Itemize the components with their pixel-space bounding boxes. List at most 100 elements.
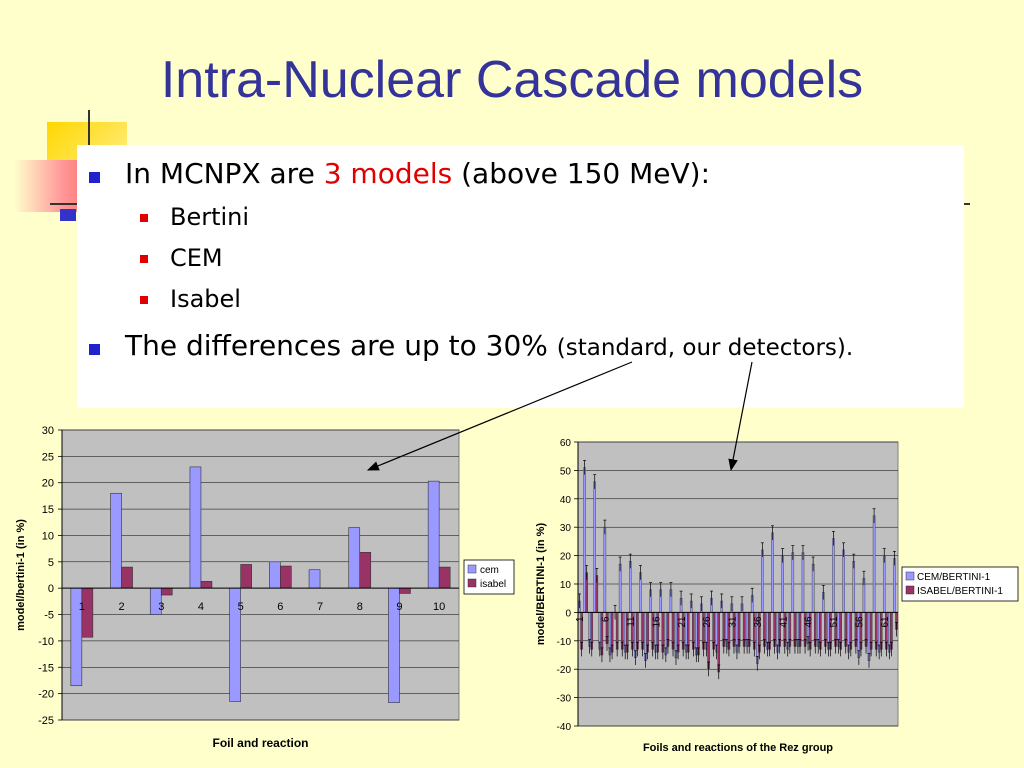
deco-blue-square (60, 209, 76, 221)
y-tick-label: -25 (38, 715, 54, 727)
slide-title: Intra-Nuclear Cascade models (160, 51, 864, 109)
y-tick-label: -40 (557, 722, 572, 733)
x-tick-label: 6 (601, 616, 612, 622)
x-tick-label: 5 (238, 601, 244, 613)
x-tick-label: 56 (855, 616, 866, 628)
y-tick-label: 0 (565, 608, 571, 619)
sub-bullet-square-icon (140, 255, 148, 263)
bar-cem-6 (269, 561, 281, 589)
bar-cem-51 (832, 538, 835, 613)
y-axis-label: model/bertini-1 (in %) (15, 519, 27, 631)
y-tick-label: 30 (42, 425, 54, 437)
sub-bullet-square-icon (140, 214, 148, 222)
bar-isabel-9 (399, 587, 411, 594)
legend-label-isabel: isabel (480, 579, 506, 590)
y-tick-label: -20 (38, 689, 54, 701)
bar-cem-8 (348, 527, 361, 589)
bar-isabel-28 (717, 612, 720, 673)
y-tick-label: 25 (42, 451, 54, 463)
y-tick-label: -5 (44, 610, 54, 622)
y-tick-label: 15 (42, 504, 54, 516)
y-tick-label: -15 (38, 662, 54, 674)
bullet-2-note: (standard, our detectors). (556, 335, 854, 361)
bar-isabel-3 (160, 587, 173, 596)
bullet-2: The differences are up to 30% (standard,… (125, 329, 854, 362)
sub-bullet-cem: CEM (170, 244, 223, 272)
sub-bullet-bertini: Bertini (170, 203, 250, 231)
x-tick-label: 61 (880, 616, 891, 628)
sub-bullet-isabel: Isabel (170, 285, 241, 313)
y-tick-label: 20 (560, 552, 572, 563)
chart-left: 30 25 20 15 10 5 0 -5 -10 -15 -20 -25 1 2 3 4 5 6 7 8 9 10 cem… (15, 425, 515, 750)
y-tick-label: -20 (557, 665, 572, 676)
y-tick-label: 0 (48, 583, 54, 595)
y-tick-label: 5 (48, 557, 54, 569)
y-tick-label: 50 (560, 466, 572, 477)
bar-cem-11 (629, 561, 632, 613)
legend-swatch-isabel (905, 585, 915, 595)
x-tick-label: 9 (396, 601, 402, 613)
bar-cem-7 (308, 569, 321, 589)
x-tick-label: 6 (277, 601, 283, 613)
bar-cem-37 (761, 549, 764, 613)
x-axis-label: Foils and reactions of the Rez group (643, 742, 833, 754)
bar-cem-2 (110, 492, 122, 589)
x-tick-label: 1 (575, 616, 586, 622)
x-tick-label: 26 (702, 616, 713, 628)
bar-cem-53 (842, 549, 845, 613)
bar-cem-63 (893, 558, 896, 613)
x-axis-label: Foil and reaction (212, 736, 308, 750)
bar-cem-6 (603, 526, 607, 613)
bar-isabel-10 (438, 566, 451, 589)
x-tick-label: 8 (357, 601, 363, 613)
y-tick-label: -10 (557, 637, 572, 648)
bar-cem-45 (801, 552, 805, 613)
legend-label-isabel: ISABEL/BERTINI-1 (917, 586, 1003, 597)
bar-cem-9 (618, 563, 622, 613)
x-tick-label: 51 (829, 616, 840, 628)
y-tick-label: 10 (42, 530, 54, 542)
x-tick-label: 1 (79, 601, 85, 613)
y-tick-label: 60 (560, 438, 572, 449)
bar-isabel-6 (280, 565, 292, 589)
legend-box (901, 566, 1019, 602)
bar-cem-41 (781, 555, 784, 613)
bar-cem-61 (882, 555, 886, 613)
x-tick-label: 41 (778, 616, 789, 628)
y-tick-label: -10 (38, 636, 54, 648)
x-tick-label: 31 (728, 616, 739, 628)
x-tick-label: 46 (804, 616, 815, 628)
y-tick-label: 30 (560, 523, 572, 534)
bar-isabel-4 (200, 581, 213, 589)
bullet-1: In MCNPX are 3 models (above 150 MeV): (125, 157, 711, 190)
y-tick-label: 40 (560, 495, 572, 506)
y-tick-label: 10 (560, 580, 572, 591)
x-tick-label: 10 (433, 601, 445, 613)
bar-cem-4 (593, 481, 596, 613)
x-tick-label: 4 (198, 601, 204, 613)
x-tick-label: 11 (626, 616, 637, 627)
x-tick-label: 3 (158, 601, 164, 613)
sub-bullet-square-icon (140, 296, 148, 304)
bar-isabel-8 (359, 552, 372, 589)
bar-cem-43 (791, 552, 795, 613)
bullet-1-highlight: 3 models (323, 157, 453, 190)
bar-cem-59 (872, 515, 876, 613)
bar-isabel-5 (240, 564, 252, 589)
legend-swatch-cem (467, 564, 477, 574)
bullet-textbox: In MCNPX are 3 models (above 150 MeV): B… (77, 145, 964, 408)
x-tick-label: 2 (118, 601, 124, 613)
y-tick-label: -30 (557, 694, 572, 705)
bar-isabel-2 (121, 566, 133, 589)
bullet-square-icon (89, 344, 100, 355)
bar-cem-47 (811, 563, 815, 613)
bar-cem-39 (771, 532, 774, 613)
bar-cem-55 (852, 561, 856, 613)
bullet-square-icon (89, 172, 100, 183)
legend-label-cem: CEM/BERTINI-1 (917, 572, 991, 583)
bar-cem-10 (427, 480, 440, 589)
x-tick-label: 16 (651, 616, 662, 628)
x-tick-label: 7 (317, 601, 323, 613)
bar-cem-2 (583, 467, 586, 613)
